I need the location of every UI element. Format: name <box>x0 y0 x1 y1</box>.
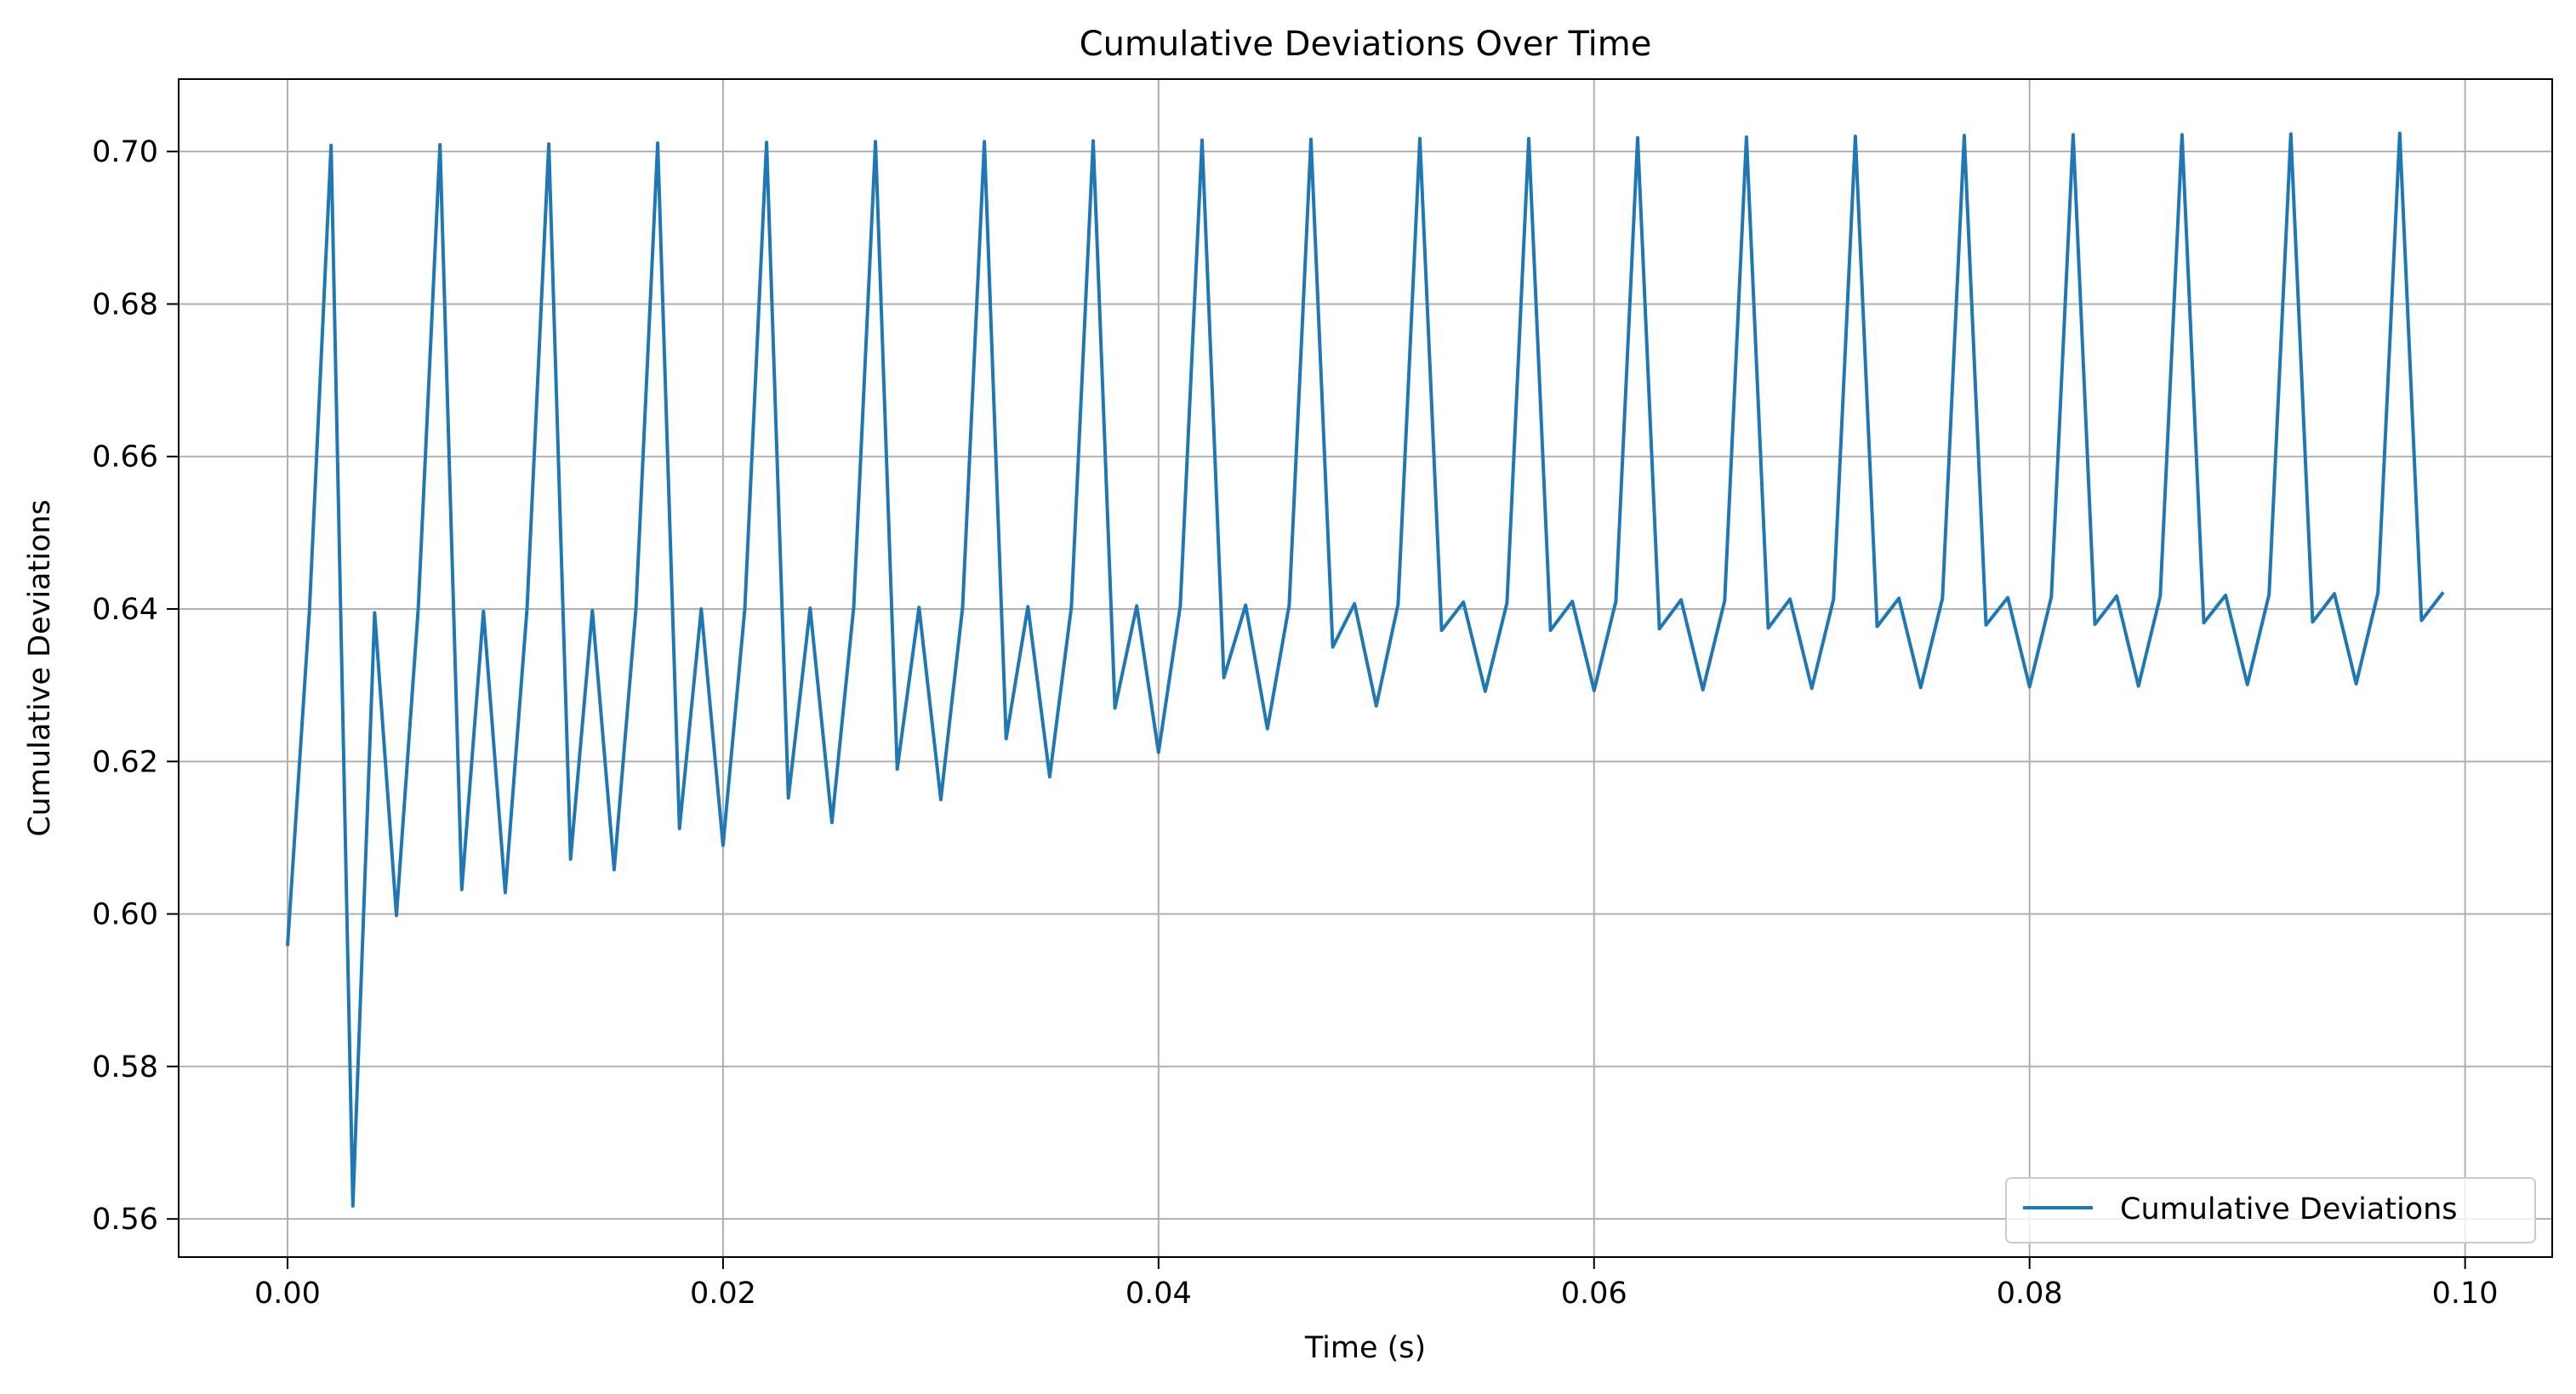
legend: Cumulative Deviations <box>2005 1177 2536 1243</box>
series-line <box>286 131 2445 1208</box>
y-tick-label: 0.64 <box>92 593 158 627</box>
y-tick-label: 0.56 <box>92 1203 158 1237</box>
x-tick-label: 0.08 <box>1997 1277 2063 1311</box>
y-tick-label: 0.68 <box>92 287 158 321</box>
series-layer <box>286 131 2445 1208</box>
x-tick-label: 0.06 <box>1561 1277 1627 1311</box>
x-tick-label: 0.10 <box>2432 1277 2499 1311</box>
y-tick-label: 0.60 <box>92 898 158 932</box>
legend-box <box>2005 1177 2536 1243</box>
y-tick-label: 0.62 <box>92 745 158 779</box>
y-axis-label: Cumulative Deviations <box>23 499 57 837</box>
axis-ticks: 0.00 0.02 0.04 0.06 0.08 0.10 0.56 0.58 0.60 0.62… <box>92 135 2499 1311</box>
y-tick-label: 0.66 <box>92 441 158 475</box>
legend-label: Cumulative Deviations <box>2120 1192 2458 1226</box>
chart-title: Cumulative Deviations Over Time <box>1080 25 1652 64</box>
x-axis-label: Time (s) <box>1304 1331 1426 1365</box>
y-tick-label: 0.58 <box>92 1050 158 1084</box>
x-tick-label: 0.02 <box>690 1277 756 1311</box>
y-tick-label: 0.70 <box>92 135 158 169</box>
x-tick-label: 0.04 <box>1126 1277 1192 1311</box>
x-tick-label: 0.00 <box>254 1277 321 1311</box>
plot-frame <box>178 78 2553 1258</box>
